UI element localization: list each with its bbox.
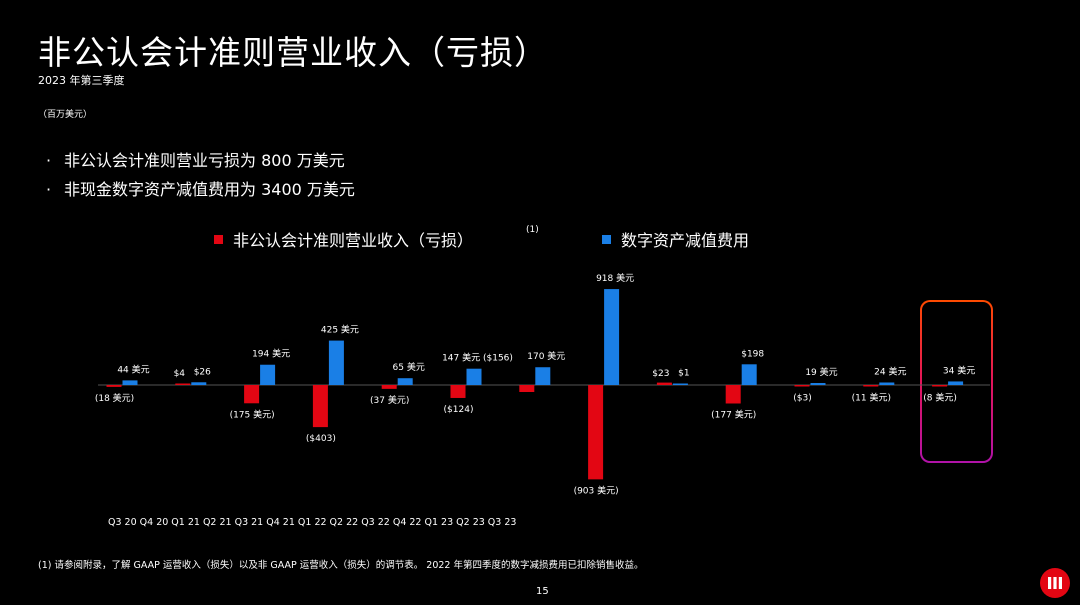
bar-impairment <box>535 367 551 385</box>
data-label-operating-income: ($124) <box>444 405 474 415</box>
bar-impairment <box>191 382 207 385</box>
legend-label: 非公认会计准则营业收入（亏损） <box>233 231 474 250</box>
bar-impairment <box>741 364 757 385</box>
bar-operating-income <box>381 385 397 389</box>
data-label-operating-income: $4 <box>174 369 186 379</box>
company-logo-icon <box>1040 568 1070 598</box>
bar-operating-income <box>588 385 604 480</box>
bullet-marker: · <box>46 151 52 170</box>
data-label-impairment: 65 美元 <box>393 361 425 373</box>
unit-label: （百万美元） <box>38 110 93 120</box>
footnote: (1) 请参阅附录，了解 GAAP 运营收入（损失）以及非 GAAP 运营收入（… <box>38 560 644 571</box>
page-number: 15 <box>536 586 549 597</box>
data-label-operating-income: (11 美元) <box>852 392 891 404</box>
legend-impairment: 数字资产减值费用 <box>602 227 749 251</box>
data-label-impairment: 44 美元 <box>117 363 149 375</box>
legend-swatch-blue <box>602 234 611 244</box>
page-subtitle: 2023 年第三季度 <box>38 74 125 87</box>
bar-operating-income <box>244 385 260 404</box>
bar-operating-income <box>519 385 535 393</box>
data-label-impairment: 24 美元 <box>874 365 906 377</box>
data-label-operating-income: ($3) <box>793 394 811 404</box>
bar-impairment <box>466 368 482 385</box>
data-label-impairment: 170 美元 <box>527 350 565 362</box>
bar-operating-income <box>932 385 948 387</box>
bar-operating-income <box>450 385 466 398</box>
bar-impairment <box>328 340 344 385</box>
bar-impairment <box>397 378 413 385</box>
bar-operating-income <box>175 383 191 385</box>
x-axis-tick-labels: Q3 20 Q4 20 Q1 21 Q2 21 Q3 21 Q4 21 Q1 2… <box>108 517 516 528</box>
legend-footnote-mark: (1) <box>526 225 539 235</box>
data-label-operating-income: (37 美元) <box>370 394 409 406</box>
data-label-operating-income: (18 美元) <box>95 392 134 404</box>
legend-swatch-red <box>214 234 223 244</box>
bar-impairment <box>948 381 964 385</box>
bar-impairment <box>672 383 688 385</box>
bar-operating-income <box>106 385 122 387</box>
legend-operating-income: 非公认会计准则营业收入（亏损） <box>214 227 473 251</box>
data-label-operating-income: $23 <box>652 369 669 379</box>
data-label-impairment: 19 美元 <box>805 366 837 378</box>
data-label-impairment: $1 <box>678 369 689 379</box>
bar-operating-income <box>312 385 328 428</box>
data-label-operating-income: (177 美元) <box>711 408 756 420</box>
bar-impairment <box>260 364 276 385</box>
data-label-impairment: 147 美元 ($156) <box>442 352 513 364</box>
bar-impairment <box>879 382 895 385</box>
legend-label: 数字资产减值费用 <box>621 231 750 250</box>
data-label-impairment: 194 美元 <box>252 348 290 360</box>
data-label-operating-income: (903 美元) <box>574 484 619 496</box>
bullet-text: 非现金数字资产减值费用为 3400 万美元 <box>64 180 355 199</box>
bar-operating-income <box>794 385 810 387</box>
bullet-operating-loss: · 非公认会计准则营业亏损为 800 万美元 <box>46 147 345 171</box>
bullet-text: 非公认会计准则营业亏损为 800 万美元 <box>64 151 345 170</box>
bullet-impairment: · 非现金数字资产减值费用为 3400 万美元 <box>46 176 355 200</box>
data-label-impairment: 918 美元 <box>596 272 634 284</box>
bar-impairment <box>604 289 620 385</box>
data-label-impairment: 34 美元 <box>943 364 975 376</box>
data-label-impairment: $198 <box>741 349 764 359</box>
bar-operating-income <box>725 385 741 404</box>
bullet-marker: · <box>46 180 52 199</box>
bar-operating-income <box>863 385 879 387</box>
data-label-impairment: 425 美元 <box>321 324 359 336</box>
data-label-operating-income: (8 美元) <box>923 392 957 404</box>
bar-impairment <box>810 383 826 385</box>
data-label-impairment: $26 <box>194 367 211 377</box>
data-label-operating-income: (175 美元) <box>230 408 275 420</box>
data-label-operating-income: ($403) <box>306 434 336 444</box>
page-title: 非公认会计准则营业收入（亏损） <box>38 33 548 72</box>
bar-operating-income <box>656 382 672 385</box>
bar-impairment <box>122 380 138 385</box>
